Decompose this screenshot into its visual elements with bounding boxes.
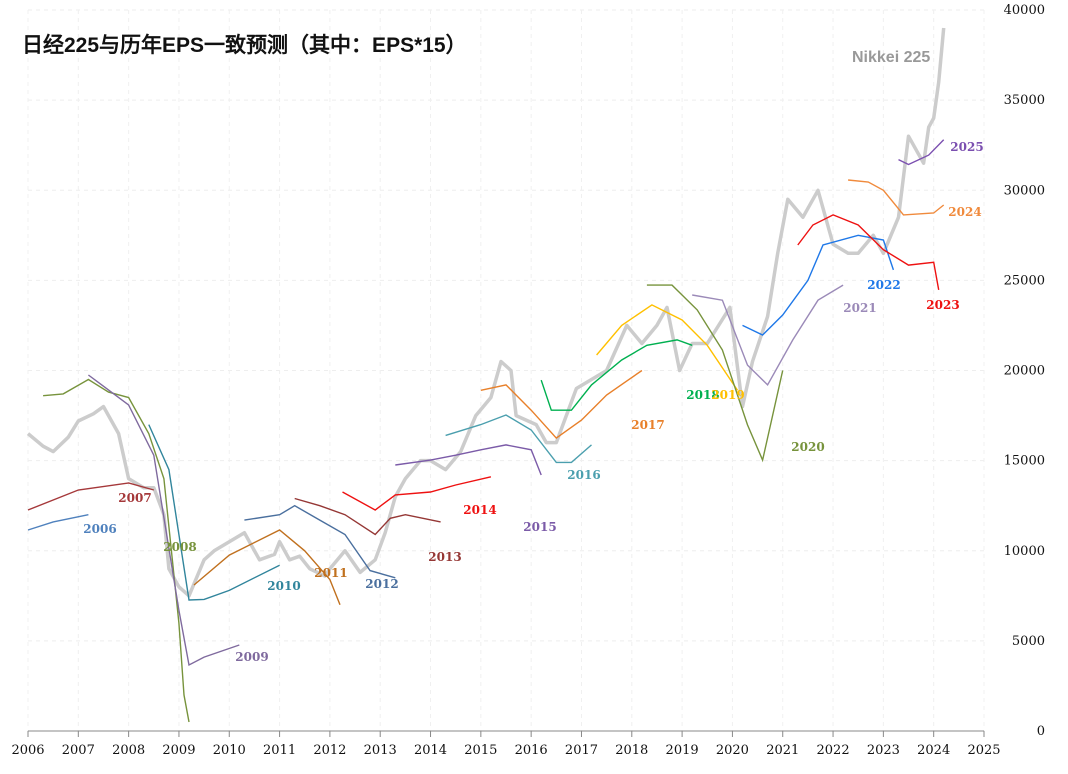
series-label-2010: 2010 <box>267 579 300 593</box>
eps-line-2013 <box>294 497 441 536</box>
eps-line-2020 <box>646 284 784 463</box>
x-tick-label: 2013 <box>364 743 397 758</box>
x-tick-label: 2025 <box>967 743 1000 758</box>
eps-line-2015 <box>395 444 542 476</box>
eps-line-2012 <box>244 504 396 579</box>
series-label-2014: 2014 <box>463 503 496 517</box>
nikkei-label: Nikkei 225 <box>852 49 930 66</box>
x-tick-label: 2017 <box>565 743 598 758</box>
series-label-2020: 2020 <box>791 440 824 454</box>
axes: 0 5000 10000 15000 20000 25000 30000 35000 40000… <box>11 3 1045 758</box>
eps-line-2011 <box>193 529 341 606</box>
series-label-2021: 2021 <box>843 301 876 315</box>
y-tick-label: 40000 <box>1004 3 1045 18</box>
x-tick-label: 2014 <box>414 743 447 758</box>
x-tick-label: 2015 <box>464 743 497 758</box>
x-tick-label: 2009 <box>162 743 195 758</box>
y-tick-label: 10000 <box>1004 544 1045 559</box>
eps-line-2016 <box>445 414 592 464</box>
series-label-2013: 2013 <box>428 550 461 564</box>
series-label-2019: 2019 <box>711 388 744 402</box>
eps-line-2025 <box>898 139 945 166</box>
series-labels: 2006 2007 2008 2009 2010 2011 2012 2013 2014 2015… <box>83 140 983 664</box>
eps-line-2007 <box>27 482 154 511</box>
eps-line-2014 <box>342 476 492 511</box>
nikkei-line <box>26 27 946 598</box>
x-tick-label: 2006 <box>11 743 44 758</box>
gridlines <box>27 9 985 731</box>
eps-line-2021 <box>692 284 844 387</box>
series-label-2015: 2015 <box>523 520 556 534</box>
x-tick-label: 2010 <box>213 743 246 758</box>
eps-line-2022 <box>742 234 895 336</box>
y-tick-label: 25000 <box>1004 273 1045 288</box>
x-tick-label: 2018 <box>615 743 648 758</box>
y-tick-label: 15000 <box>1004 454 1045 469</box>
x-tick-label: 2012 <box>313 743 346 758</box>
x-tick-label: 2011 <box>263 743 296 758</box>
x-tick-label: 2024 <box>917 743 950 758</box>
series-label-2022: 2022 <box>867 278 900 292</box>
series-label-2016: 2016 <box>567 468 600 482</box>
eps-line-2009 <box>87 374 240 667</box>
x-tick-label: 2020 <box>716 743 749 758</box>
nikkei-series <box>26 27 946 598</box>
eps-line-2010 <box>148 424 280 601</box>
eps-line-2018 <box>540 339 693 411</box>
series-label-2012: 2012 <box>365 577 398 591</box>
x-tick-label: 2019 <box>666 743 699 758</box>
chart-title: 日经225与历年EPS一致预测（其中：EPS*15） <box>22 33 467 57</box>
x-tick-label: 2022 <box>817 743 850 758</box>
eps-line-2017 <box>480 369 643 440</box>
eps-line-2006 <box>27 514 89 531</box>
series-label-2009: 2009 <box>235 650 268 664</box>
y-tick-label: 20000 <box>1004 364 1045 379</box>
series-label-2006: 2006 <box>83 522 116 536</box>
series-label-2023: 2023 <box>926 298 959 312</box>
eps-series <box>27 139 945 723</box>
y-tick-label: 5000 <box>1012 634 1045 649</box>
series-label-2008: 2008 <box>163 540 196 554</box>
eps-line-2019 <box>596 304 739 391</box>
x-tick-label: 2016 <box>515 743 548 758</box>
eps-line-2024 <box>848 179 945 216</box>
series-label-2018: 2018 <box>686 388 719 402</box>
series-label-2011: 2011 <box>314 566 347 580</box>
y-tick-label: 35000 <box>1004 93 1045 108</box>
eps-line-2008 <box>43 378 190 723</box>
x-tick-label: 2021 <box>766 743 799 758</box>
y-tick-label: 30000 <box>1004 183 1045 198</box>
x-tick-label: 2007 <box>62 743 95 758</box>
eps-line-2023 <box>797 214 940 291</box>
x-tick-label: 2008 <box>112 743 145 758</box>
series-label-2025: 2025 <box>950 140 983 154</box>
series-label-2024: 2024 <box>948 205 981 219</box>
x-tick-label: 2023 <box>867 743 900 758</box>
y-tick-label: 0 <box>1037 724 1045 739</box>
series-label-2017: 2017 <box>631 418 664 432</box>
series-label-2007: 2007 <box>118 491 151 505</box>
